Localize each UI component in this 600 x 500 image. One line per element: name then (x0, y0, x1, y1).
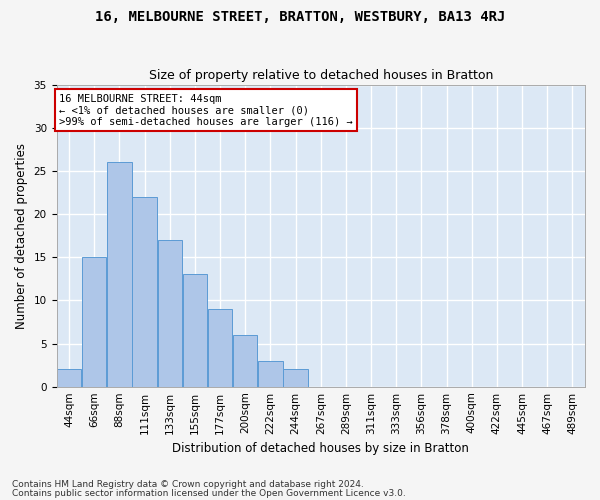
Title: Size of property relative to detached houses in Bratton: Size of property relative to detached ho… (149, 69, 493, 82)
Bar (208, 309, 232, 386)
Bar (57, 370, 82, 386)
Bar (283, 370, 308, 386)
Bar (158, 240, 182, 386)
X-axis label: Distribution of detached houses by size in Bratton: Distribution of detached houses by size … (172, 442, 469, 455)
Text: 16, MELBOURNE STREET, BRATTON, WESTBURY, BA13 4RJ: 16, MELBOURNE STREET, BRATTON, WESTBURY,… (95, 10, 505, 24)
Bar (258, 361, 283, 386)
Bar (133, 197, 157, 386)
Text: Contains public sector information licensed under the Open Government Licence v3: Contains public sector information licen… (12, 489, 406, 498)
Bar (233, 335, 257, 386)
Bar (107, 162, 131, 386)
Bar (183, 274, 207, 386)
Bar (82, 257, 106, 386)
Text: 16 MELBOURNE STREET: 44sqm
← <1% of detached houses are smaller (0)
>99% of semi: 16 MELBOURNE STREET: 44sqm ← <1% of deta… (59, 94, 353, 127)
Text: Contains HM Land Registry data © Crown copyright and database right 2024.: Contains HM Land Registry data © Crown c… (12, 480, 364, 489)
Y-axis label: Number of detached properties: Number of detached properties (15, 142, 28, 328)
